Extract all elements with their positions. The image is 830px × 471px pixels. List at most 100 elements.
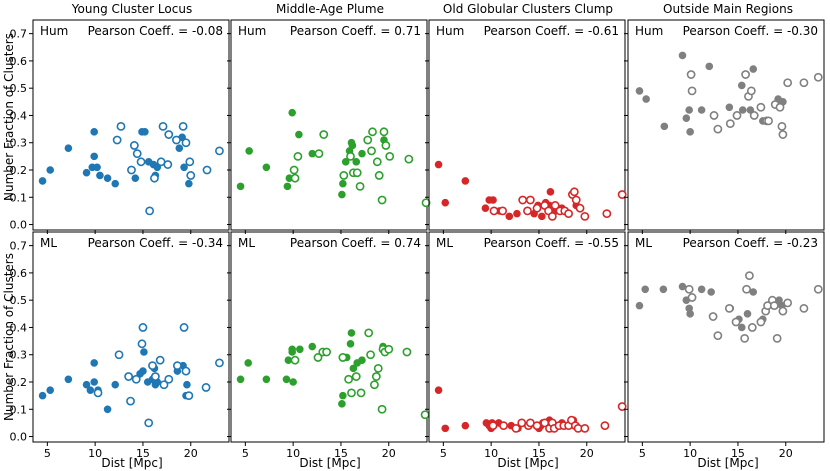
data-point-open [322, 347, 332, 357]
data-point-open [769, 301, 779, 311]
data-point-open [145, 206, 155, 216]
row-tag-label: ML [40, 236, 57, 250]
data-point-open [377, 195, 387, 205]
scatter-panel: 5 10 15 20 ML Pearson Coeff. = 0.74 [227, 231, 430, 460]
data-point-filled [86, 386, 95, 394]
row-tag-label: Hum [238, 24, 266, 38]
data-point-open [344, 374, 353, 384]
data-point-filled [236, 375, 245, 384]
data-point-filled [38, 391, 47, 400]
row-tag-label: Hum [635, 24, 663, 38]
scatter-panel: Hum Pearson Coeff. = -0.61 [425, 19, 627, 234]
data-point-filled [358, 356, 366, 364]
data-point-open [352, 168, 362, 178]
data-point-filled [707, 288, 715, 296]
pearson-annotation: Pearson Coeff. = -0.08 [88, 24, 223, 38]
data-point-open [381, 141, 391, 150]
panel-frame [627, 19, 825, 231]
data-point-open [684, 284, 694, 294]
y-tick-label: 0.5 [10, 294, 28, 307]
data-point-open [93, 388, 103, 398]
data-point-open [379, 127, 389, 137]
data-point-filled [140, 348, 148, 356]
x-tick-label: 10 [683, 447, 697, 460]
x-tick-label: 5 [440, 447, 447, 460]
data-point-filled [546, 188, 555, 196]
data-point-open [370, 380, 379, 390]
data-point-filled [308, 342, 317, 351]
y-tick-label: 0.0 [10, 219, 28, 232]
data-point-open [363, 135, 373, 145]
y-tick-label: 0.7 [10, 240, 28, 253]
data-point-filled [111, 380, 120, 389]
data-point-filled [705, 62, 714, 71]
data-point-filled [349, 364, 358, 373]
data-point-open [420, 410, 430, 420]
y-tick-label: 0.3 [10, 137, 28, 150]
pearson-annotation: Pearson Coeff. = -0.61 [484, 24, 619, 38]
data-point-open [564, 209, 573, 219]
data-point-filled [505, 212, 514, 221]
x-tick-label: 15 [731, 447, 745, 460]
data-point-open [374, 171, 384, 180]
x-axis-label-col2: Dist [Mpc] [299, 456, 360, 470]
data-point-filled [339, 179, 347, 188]
y-tick-label: 0.7 [10, 28, 28, 41]
scatter-panel: Hum Pearson Coeff. = -0.30 [624, 19, 825, 234]
data-point-open [756, 317, 766, 327]
data-point-open [713, 124, 723, 134]
pearson-annotation: Pearson Coeff. = -0.34 [88, 236, 223, 250]
data-point-filled [685, 106, 693, 114]
data-point-filled [131, 174, 140, 182]
data-point-open [289, 165, 299, 175]
panel-frame [627, 231, 825, 443]
data-point-filled [749, 288, 758, 296]
data-point-open [148, 361, 157, 371]
data-point-open [575, 203, 585, 213]
data-point-open [385, 151, 395, 161]
y-axis-label-top: Number Fraction of Clusters [2, 33, 16, 201]
data-point-filled [90, 378, 98, 386]
data-point-open [164, 130, 174, 139]
data-point-open [813, 72, 823, 82]
data-point-open [550, 201, 560, 210]
data-point-open [740, 333, 750, 343]
data-point-open [745, 271, 754, 281]
data-point-open [799, 78, 809, 88]
data-point-filled [489, 196, 497, 204]
data-point-open [351, 372, 361, 381]
x-tick-label: 15 [532, 447, 546, 460]
data-point-filled [513, 209, 521, 218]
data-point-filled [481, 204, 490, 212]
data-point-open [783, 78, 793, 88]
data-point-filled [642, 95, 650, 103]
data-point-filled [538, 212, 546, 221]
data-point-open [713, 331, 723, 341]
x-tick-label: 10 [286, 447, 300, 460]
data-point-open [185, 157, 195, 167]
data-point-filled [341, 158, 350, 166]
scatter-panel: 0.0 0.1 0.2 0.3 0.4 0.5 0.6 0.7 Hum Pearson Coeff… [10, 19, 230, 234]
data-point-filled [738, 106, 747, 114]
data-point-open [731, 317, 741, 327]
column-title-outside: Outside Main Regions [663, 2, 793, 16]
data-point-open [124, 372, 134, 381]
data-point-filled [434, 386, 443, 394]
data-point-open [346, 151, 355, 161]
data-point-open [498, 206, 508, 216]
data-point-filled [338, 190, 346, 199]
y-tick-label: 0.6 [10, 55, 28, 68]
data-point-open [215, 358, 224, 368]
data-point-open [150, 173, 159, 183]
data-point-filled [103, 174, 112, 182]
data-point-open [547, 211, 557, 221]
data-point-open [724, 303, 734, 313]
data-point-open [184, 391, 194, 401]
data-point-open [178, 121, 188, 131]
x-tick-label: 5 [44, 447, 51, 460]
data-point-filled [737, 323, 746, 332]
data-point-filled [185, 179, 193, 188]
data-point-open [144, 418, 154, 428]
data-point-open [532, 421, 542, 431]
